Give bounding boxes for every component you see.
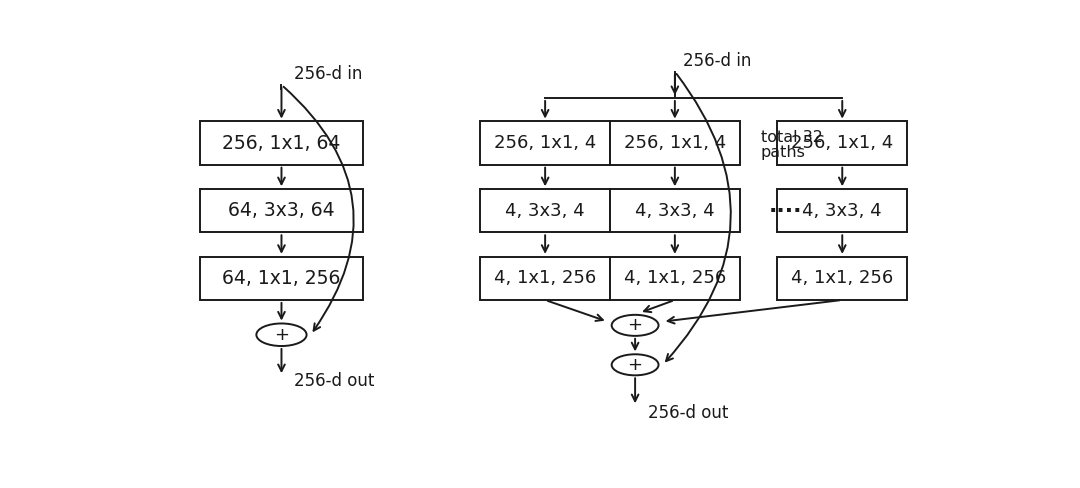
FancyBboxPatch shape: [200, 257, 363, 300]
Text: +: +: [274, 326, 289, 344]
FancyBboxPatch shape: [481, 189, 610, 232]
Text: 256-d out: 256-d out: [294, 372, 375, 390]
Text: total 32: total 32: [760, 130, 823, 145]
Text: ····: ····: [769, 201, 802, 221]
Text: 256, 1x1, 4: 256, 1x1, 4: [624, 134, 726, 152]
FancyBboxPatch shape: [778, 257, 907, 300]
Text: +: +: [627, 316, 643, 334]
Text: 4, 3x3, 4: 4, 3x3, 4: [505, 202, 585, 220]
FancyBboxPatch shape: [778, 122, 907, 165]
FancyBboxPatch shape: [481, 122, 610, 165]
Text: +: +: [627, 356, 643, 374]
FancyBboxPatch shape: [610, 257, 740, 300]
FancyBboxPatch shape: [778, 189, 907, 232]
FancyBboxPatch shape: [481, 257, 610, 300]
Text: 4, 3x3, 4: 4, 3x3, 4: [635, 202, 715, 220]
Text: 256-d out: 256-d out: [648, 404, 728, 422]
Text: 4, 1x1, 256: 4, 1x1, 256: [624, 269, 726, 287]
FancyBboxPatch shape: [200, 189, 363, 232]
Text: 4, 1x1, 256: 4, 1x1, 256: [494, 269, 596, 287]
Text: 64, 3x3, 64: 64, 3x3, 64: [228, 201, 335, 220]
FancyBboxPatch shape: [610, 189, 740, 232]
Text: paths: paths: [760, 145, 806, 160]
Text: 4, 3x3, 4: 4, 3x3, 4: [802, 202, 882, 220]
Text: 256, 1x1, 64: 256, 1x1, 64: [222, 134, 340, 153]
FancyBboxPatch shape: [610, 122, 740, 165]
Text: 256-d in: 256-d in: [684, 52, 752, 70]
Text: 256, 1x1, 4: 256, 1x1, 4: [792, 134, 893, 152]
Text: 256, 1x1, 4: 256, 1x1, 4: [494, 134, 596, 152]
Text: 64, 1x1, 256: 64, 1x1, 256: [222, 269, 340, 288]
FancyBboxPatch shape: [200, 122, 363, 165]
Text: 4, 1x1, 256: 4, 1x1, 256: [792, 269, 893, 287]
Text: 256-d in: 256-d in: [294, 65, 363, 83]
